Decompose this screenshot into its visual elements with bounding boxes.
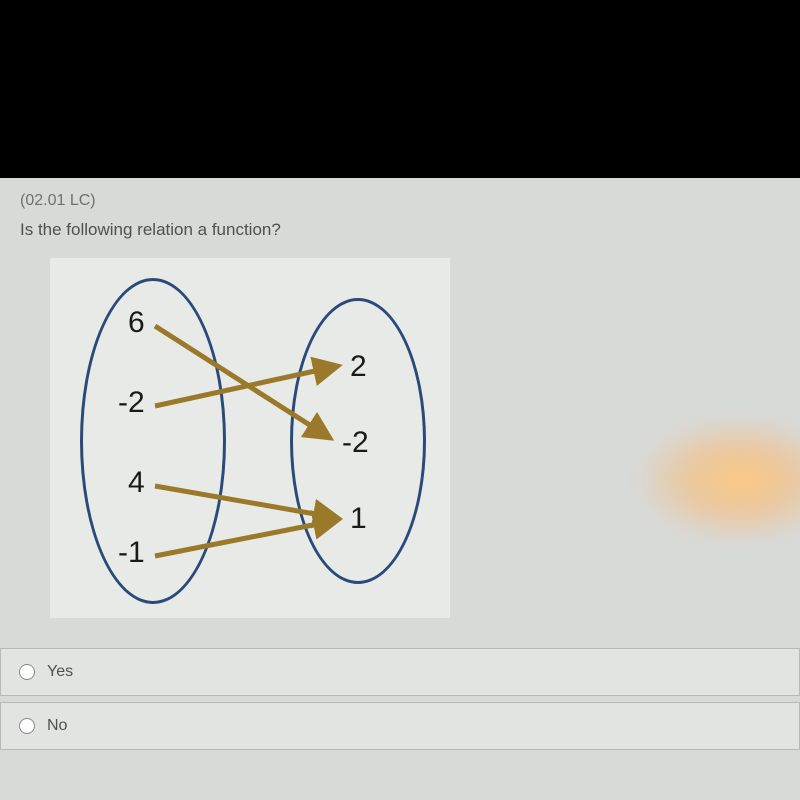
domain-value: 4	[128, 466, 145, 500]
question-text: Is the following relation a function?	[20, 220, 780, 240]
range-value: 1	[350, 502, 367, 536]
content-area: (02.01 LC) Is the following relation a f…	[0, 178, 800, 800]
domain-value: -2	[118, 386, 145, 420]
radio-icon	[19, 718, 35, 734]
answer-option-no[interactable]: No	[0, 702, 800, 750]
domain-value: -1	[118, 536, 145, 570]
radio-icon	[19, 664, 35, 680]
domain-value: 6	[128, 306, 145, 340]
question-code: (02.01 LC)	[20, 192, 780, 210]
answer-label: No	[47, 717, 67, 735]
range-value: 2	[350, 350, 367, 384]
mapping-diagram: 6 -2 4 -1 2 -2 1	[50, 258, 450, 618]
domain-oval	[80, 278, 226, 604]
answer-label: Yes	[47, 663, 73, 681]
range-value: -2	[342, 426, 369, 460]
answer-option-yes[interactable]: Yes	[0, 648, 800, 696]
